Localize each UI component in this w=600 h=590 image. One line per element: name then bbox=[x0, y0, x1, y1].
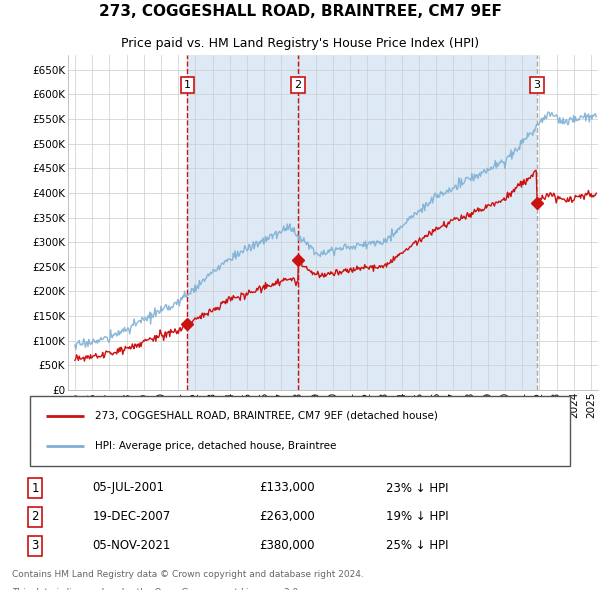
Text: This data is licensed under the Open Government Licence v3.0.: This data is licensed under the Open Gov… bbox=[12, 588, 301, 590]
Text: 2: 2 bbox=[295, 80, 301, 90]
Bar bbox=[187, 55, 298, 390]
Text: 25% ↓ HPI: 25% ↓ HPI bbox=[386, 539, 449, 552]
Bar bbox=[298, 55, 537, 390]
Text: 19-DEC-2007: 19-DEC-2007 bbox=[92, 510, 171, 523]
Text: 273, COGGESHALL ROAD, BRAINTREE, CM7 9EF (detached house): 273, COGGESHALL ROAD, BRAINTREE, CM7 9EF… bbox=[95, 411, 437, 421]
Text: £380,000: £380,000 bbox=[260, 539, 315, 552]
Text: 23% ↓ HPI: 23% ↓ HPI bbox=[386, 481, 449, 494]
Text: 1: 1 bbox=[31, 481, 39, 494]
Text: 3: 3 bbox=[533, 80, 541, 90]
Text: 19% ↓ HPI: 19% ↓ HPI bbox=[386, 510, 449, 523]
Text: 05-JUL-2001: 05-JUL-2001 bbox=[92, 481, 164, 494]
Text: 3: 3 bbox=[31, 539, 39, 552]
FancyBboxPatch shape bbox=[30, 396, 570, 466]
Text: £263,000: £263,000 bbox=[260, 510, 316, 523]
Text: Price paid vs. HM Land Registry's House Price Index (HPI): Price paid vs. HM Land Registry's House … bbox=[121, 38, 479, 51]
Text: Contains HM Land Registry data © Crown copyright and database right 2024.: Contains HM Land Registry data © Crown c… bbox=[12, 570, 364, 579]
Text: 05-NOV-2021: 05-NOV-2021 bbox=[92, 539, 171, 552]
Text: 2: 2 bbox=[31, 510, 39, 523]
Text: 1: 1 bbox=[184, 80, 191, 90]
Text: 273, COGGESHALL ROAD, BRAINTREE, CM7 9EF: 273, COGGESHALL ROAD, BRAINTREE, CM7 9EF bbox=[98, 4, 502, 18]
Text: HPI: Average price, detached house, Braintree: HPI: Average price, detached house, Brai… bbox=[95, 441, 336, 451]
Text: £133,000: £133,000 bbox=[260, 481, 316, 494]
